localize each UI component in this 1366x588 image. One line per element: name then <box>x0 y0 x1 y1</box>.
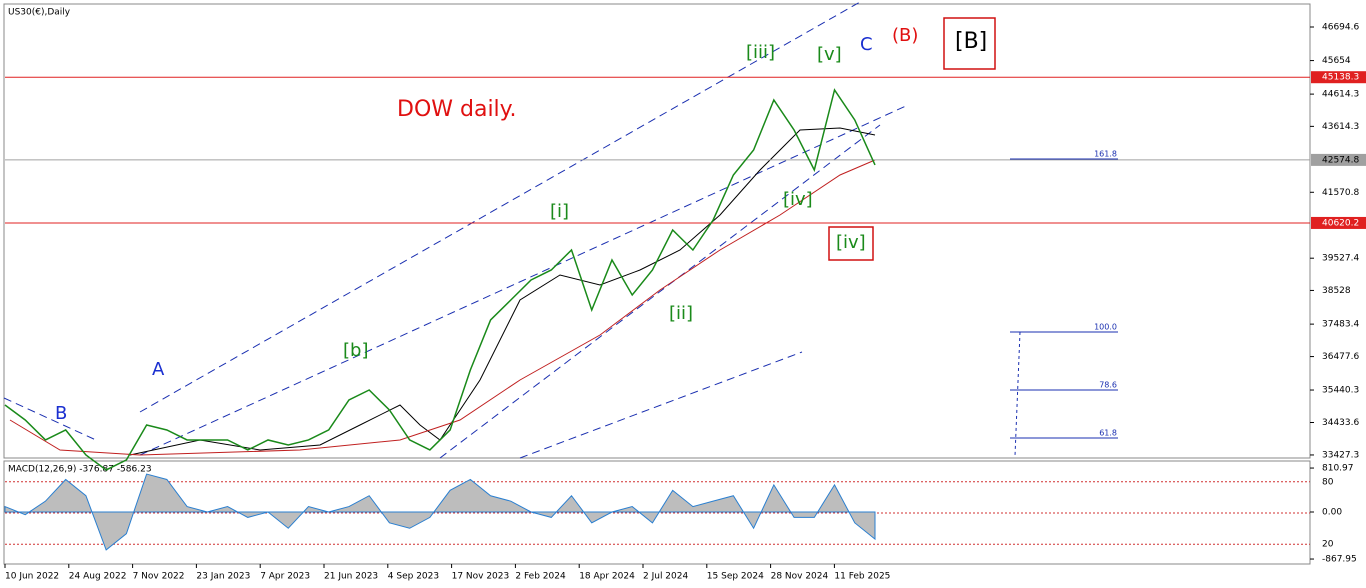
label-box <box>943 17 996 70</box>
fib-label: 100.0 <box>1094 322 1117 331</box>
trend-line <box>139 104 909 456</box>
wave-label: [iii] <box>746 42 775 63</box>
fib-label: 61.8 <box>1099 429 1117 438</box>
label-box <box>828 226 874 261</box>
wave-label: (B) <box>892 25 918 46</box>
fib-guide <box>1014 331 1021 457</box>
x-tick-label: 23 Jan 2023 <box>196 572 250 582</box>
overlay-tick-label: 80 <box>1322 477 1334 487</box>
trend-line <box>3 397 97 441</box>
y-tick-label: 41570.8 <box>1322 188 1359 198</box>
x-tick-label: 21 Jun 2023 <box>324 572 378 582</box>
y-tick-label: 44614.3 <box>1322 90 1359 100</box>
wave-label: A <box>152 359 165 380</box>
price-tag-label: 42574.8 <box>1322 155 1359 165</box>
wave-label: [ii] <box>669 303 693 324</box>
headline: DOW daily. <box>397 97 517 122</box>
x-tick-label: 7 Nov 2022 <box>133 572 185 582</box>
overlay-tick-label: 20 <box>1322 540 1334 550</box>
x-tick-label: 11 Feb 2025 <box>834 572 890 582</box>
x-tick-label: 24 Aug 2022 <box>69 572 127 582</box>
price-tag <box>1311 71 1366 84</box>
y-tick-label: 37483.4 <box>1322 320 1359 330</box>
price-line <box>4 88 876 471</box>
x-tick-label: 28 Nov 2024 <box>771 572 829 582</box>
y-tick-label: 39527.4 <box>1322 254 1359 264</box>
main-panel <box>3 3 1311 459</box>
macd-tick-label: -867.95 <box>1322 555 1357 565</box>
y-tick-label: 45654 <box>1322 56 1351 66</box>
trend-line <box>439 124 881 459</box>
wave-label: [iv] <box>836 232 866 253</box>
window-title: US30(€),Daily <box>8 8 71 18</box>
y-tick-label: 36477.6 <box>1322 352 1359 362</box>
price-tag <box>1311 216 1366 229</box>
price-tag-label: 40620.2 <box>1322 218 1359 228</box>
x-tick-label: 2 Feb 2024 <box>515 572 566 582</box>
macd-tick-label: 810.97 <box>1322 464 1354 474</box>
y-tick-label: 34433.6 <box>1322 418 1359 428</box>
price-tag-label: 45138.3 <box>1322 73 1359 83</box>
x-tick-label: 7 Apr 2023 <box>260 572 310 582</box>
wave-label: [iv] <box>783 189 813 210</box>
wave-label: B <box>55 403 67 424</box>
x-tick-label: 18 Apr 2024 <box>579 572 635 582</box>
trend-line <box>139 1 861 413</box>
macd-area <box>4 473 876 551</box>
wave-label: C <box>860 34 873 55</box>
y-tick-label: 35440.3 <box>1322 386 1359 396</box>
x-tick-label: 2 Jul 2024 <box>643 572 688 582</box>
y-tick-label: 38528 <box>1322 286 1351 296</box>
fib-label: 161.8 <box>1094 149 1117 158</box>
macd-tick-label: 0.00 <box>1322 507 1342 517</box>
x-tick-label: 15 Sep 2024 <box>707 572 764 582</box>
price-tag <box>1311 153 1366 166</box>
trend-lines <box>3 1 1021 459</box>
trend-line <box>519 351 803 459</box>
moving-average <box>9 159 876 456</box>
y-tick-label: 33427.3 <box>1322 450 1359 460</box>
macd-title: MACD(12,26,9) -376.87 -586.23 <box>8 465 152 475</box>
x-tick-label: 4 Sep 2023 <box>388 572 439 582</box>
wave-label: [B] <box>955 29 987 54</box>
x-tick-label: 10 Jun 2022 <box>5 572 59 582</box>
wave-label: [i] <box>550 201 569 222</box>
fib-label: 78.6 <box>1099 380 1117 389</box>
moving-average <box>129 127 876 456</box>
wave-label: [b] <box>343 340 368 361</box>
y-tick-label: 43614.3 <box>1322 122 1359 132</box>
wave-label: [v] <box>817 44 842 65</box>
x-tick-label: 17 Nov 2023 <box>452 572 510 582</box>
y-tick-label: 46694.6 <box>1322 23 1359 33</box>
